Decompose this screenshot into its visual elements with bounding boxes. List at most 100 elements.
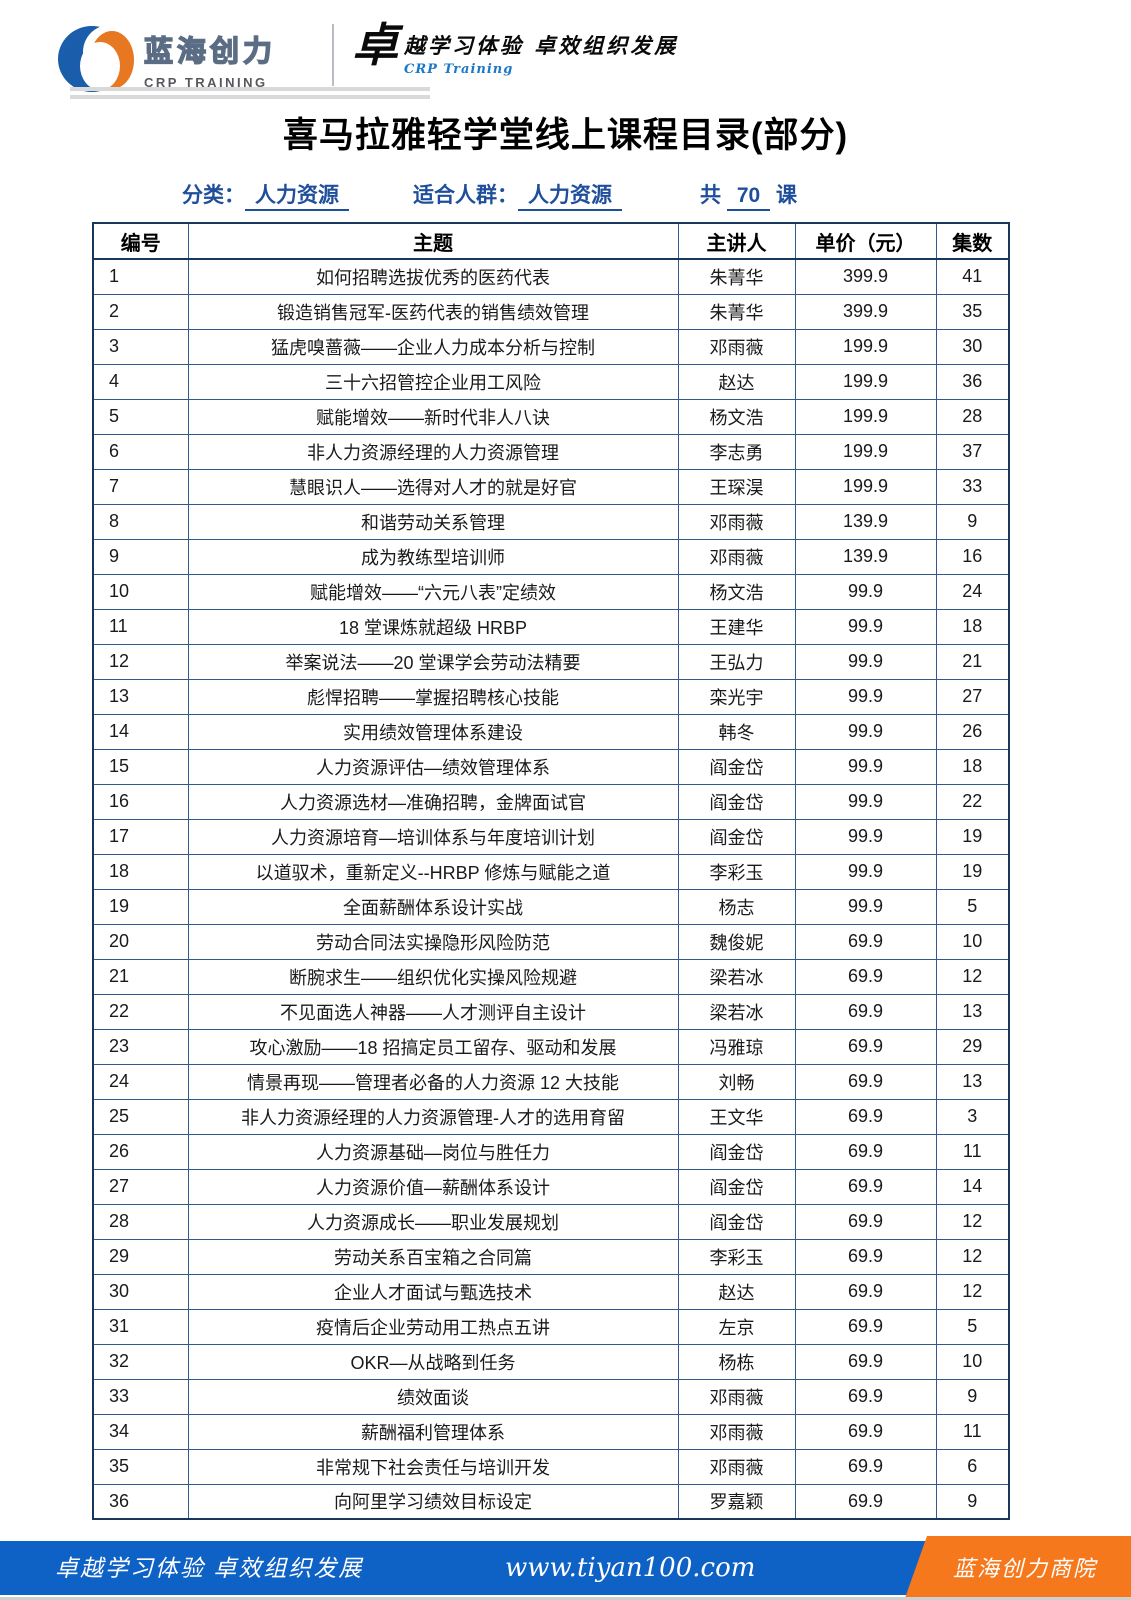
- row-number-cell: 7: [92, 468, 189, 505]
- price-cell: 69.9: [794, 1413, 937, 1450]
- price-cell: 99.9: [794, 888, 937, 925]
- row-number-cell: 21: [92, 958, 189, 995]
- topic-cell: 攻心激励——18 招搞定员工留存、驱动和发展: [187, 1028, 679, 1065]
- table-row: 15 人力资源评估—绩效管理体系 阎金岱 99.9 18: [92, 748, 1010, 785]
- speaker-cell: 杨文浩: [677, 573, 796, 610]
- price-cell: 199.9: [794, 468, 937, 505]
- row-number-cell: 8: [92, 503, 189, 540]
- price-cell: 69.9: [794, 1133, 937, 1170]
- speaker-cell: 王文华: [677, 1098, 796, 1135]
- row-number-cell: 18: [92, 853, 189, 890]
- table-row: 32 OKR—从战略到任务 杨栋 69.9 10: [92, 1343, 1010, 1380]
- topic-cell: 断腕求生——组织优化实操风险规避: [187, 958, 679, 995]
- table-row: 22 不见面选人神器——人才测评自主设计 梁若冰 69.9 13: [92, 993, 1010, 1030]
- speaker-cell: 韩冬: [677, 713, 796, 750]
- table-row: 12 举案说法——20 堂课学会劳动法精要 王弘力 99.9 21: [92, 643, 1010, 680]
- price-cell: 69.9: [794, 1098, 937, 1135]
- table-row: 31 疫情后企业劳动用工热点五讲 左京 69.9 5: [92, 1308, 1010, 1345]
- row-number-cell: 4: [92, 363, 189, 400]
- table-row: 18 以道驭术，重新定义--HRBP 修炼与赋能之道 李彩玉 99.9 19: [92, 853, 1010, 890]
- filter-bar: 分类： 人力资源 适合人群： 人力资源 共 70 课: [0, 179, 1131, 211]
- row-number-cell: 9: [92, 538, 189, 575]
- episodes-cell: 13: [935, 1063, 1010, 1100]
- price-cell: 69.9: [794, 1203, 937, 1240]
- topic-cell: 疫情后企业劳动用工热点五讲: [187, 1308, 679, 1345]
- row-number-cell: 17: [92, 818, 189, 855]
- topic-cell: 非人力资源经理的人力资源管理-人才的选用育留: [187, 1098, 679, 1135]
- topic-cell: 劳动合同法实操隐形风险防范: [187, 923, 679, 960]
- table-row: 4 三十六招管控企业用工风险 赵达 199.9 36: [92, 363, 1010, 400]
- row-number-cell: 28: [92, 1203, 189, 1240]
- filter-audience: 适合人群： 人力资源: [413, 179, 622, 211]
- topic-cell: 和谐劳动关系管理: [187, 503, 679, 540]
- speaker-cell: 阎金岱: [677, 1168, 796, 1205]
- topic-cell: 人力资源选材—准确招聘，金牌面试官: [187, 783, 679, 820]
- topic-cell: OKR—从战略到任务: [187, 1343, 679, 1380]
- table-row: 20 劳动合同法实操隐形风险防范 魏俊妮 69.9 10: [92, 923, 1010, 960]
- speaker-cell: 阎金岱: [677, 748, 796, 785]
- row-number-cell: 29: [92, 1238, 189, 1275]
- speaker-cell: 杨栋: [677, 1343, 796, 1380]
- course-count-prefix: 共: [700, 184, 721, 207]
- episodes-cell: 11: [935, 1133, 1010, 1170]
- episodes-cell: 6: [935, 1448, 1010, 1485]
- episodes-cell: 36: [935, 363, 1010, 400]
- row-number-cell: 16: [92, 783, 189, 820]
- price-cell: 99.9: [794, 783, 937, 820]
- table-row: 9 成为教练型培训师 邓雨薇 139.9 16: [92, 538, 1010, 575]
- row-number-cell: 20: [92, 923, 189, 960]
- episodes-cell: 12: [935, 1273, 1010, 1310]
- price-cell: 199.9: [794, 398, 937, 435]
- price-cell: 199.9: [794, 363, 937, 400]
- row-number-cell: 26: [92, 1133, 189, 1170]
- topic-cell: 人力资源价值—薪酬体系设计: [187, 1168, 679, 1205]
- slogan-crp-training: CRP Training: [404, 62, 514, 77]
- row-number-cell: 2: [92, 293, 189, 330]
- slogan-big-char: 卓: [352, 18, 398, 72]
- episodes-cell: 19: [935, 853, 1010, 890]
- table-row: 21 断腕求生——组织优化实操风险规避 梁若冰 69.9 12: [92, 958, 1010, 995]
- topic-cell: 猛虎嗅蔷薇——企业人力成本分析与控制: [187, 328, 679, 365]
- footer-badge: 蓝海创力商院: [905, 1536, 1131, 1598]
- topic-cell: 情景再现——管理者必备的人力资源 12 大技能: [187, 1063, 679, 1100]
- row-number-cell: 1: [92, 258, 189, 295]
- topic-cell: 向阿里学习绩效目标设定: [187, 1483, 679, 1520]
- speaker-cell: 李志勇: [677, 433, 796, 470]
- price-cell: 69.9: [794, 1343, 937, 1380]
- price-cell: 99.9: [794, 853, 937, 890]
- table-row: 1 如何招聘选拔优秀的医药代表 朱菁华 399.9 41: [92, 258, 1010, 295]
- course-count: 共 70 课: [700, 179, 797, 211]
- table-row: 34 薪酬福利管理体系 邓雨薇 69.9 11: [92, 1413, 1010, 1450]
- speaker-cell: 邓雨薇: [677, 1448, 796, 1485]
- topic-cell: 企业人才面试与甄选技术: [187, 1273, 679, 1310]
- row-number-cell: 31: [92, 1308, 189, 1345]
- speaker-cell: 阎金岱: [677, 818, 796, 855]
- speaker-cell: 邓雨薇: [677, 1413, 796, 1450]
- filter-audience-value: 人力资源: [518, 184, 622, 211]
- price-cell: 69.9: [794, 923, 937, 960]
- episodes-cell: 9: [935, 1378, 1010, 1415]
- episodes-cell: 27: [935, 678, 1010, 715]
- brand-slogan: 卓 越学习体验 卓效组织发展 CRP Training: [352, 22, 912, 77]
- brand-subtitle: CRP TRAINING: [144, 75, 268, 90]
- speaker-cell: 李彩玉: [677, 853, 796, 890]
- table-row: 36 向阿里学习绩效目标设定 罗嘉颖 69.9 9: [92, 1483, 1010, 1520]
- header-price: 单价（元）: [794, 222, 937, 260]
- price-cell: 69.9: [794, 1378, 937, 1415]
- episodes-cell: 12: [935, 1203, 1010, 1240]
- price-cell: 99.9: [794, 748, 937, 785]
- slogan-text: 越学习体验 卓效组织发展: [404, 33, 679, 58]
- table-row: 6 非人力资源经理的人力资源管理 李志勇 199.9 37: [92, 433, 1010, 470]
- speaker-cell: 王琛淏: [677, 468, 796, 505]
- header-episodes: 集数: [935, 222, 1010, 260]
- row-number-cell: 27: [92, 1168, 189, 1205]
- episodes-cell: 30: [935, 328, 1010, 365]
- speaker-cell: 邓雨薇: [677, 328, 796, 365]
- speaker-cell: 阎金岱: [677, 783, 796, 820]
- price-cell: 199.9: [794, 328, 937, 365]
- footer-bottom-strip: [0, 1597, 1131, 1600]
- table-row: 26 人力资源基础—岗位与胜任力 阎金岱 69.9 11: [92, 1133, 1010, 1170]
- price-cell: 99.9: [794, 573, 937, 610]
- topic-cell: 成为教练型培训师: [187, 538, 679, 575]
- footer-website: www.tiyan100.com: [505, 1553, 756, 1583]
